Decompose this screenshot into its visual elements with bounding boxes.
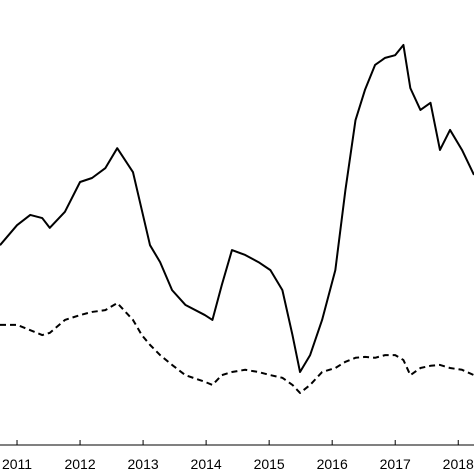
x-tick-label: 2018 <box>443 456 474 472</box>
x-tick-label: 2016 <box>317 456 348 472</box>
x-tick-label: 2012 <box>64 456 95 472</box>
x-tick-label: 2011 <box>2 456 32 472</box>
series-line <box>0 302 474 394</box>
x-tick-label: 2013 <box>128 456 159 472</box>
x-tick-label: 2015 <box>254 456 285 472</box>
x-tick-label: 2017 <box>380 456 411 472</box>
x-tick-label: 2014 <box>191 456 222 472</box>
series-line <box>0 43 474 374</box>
